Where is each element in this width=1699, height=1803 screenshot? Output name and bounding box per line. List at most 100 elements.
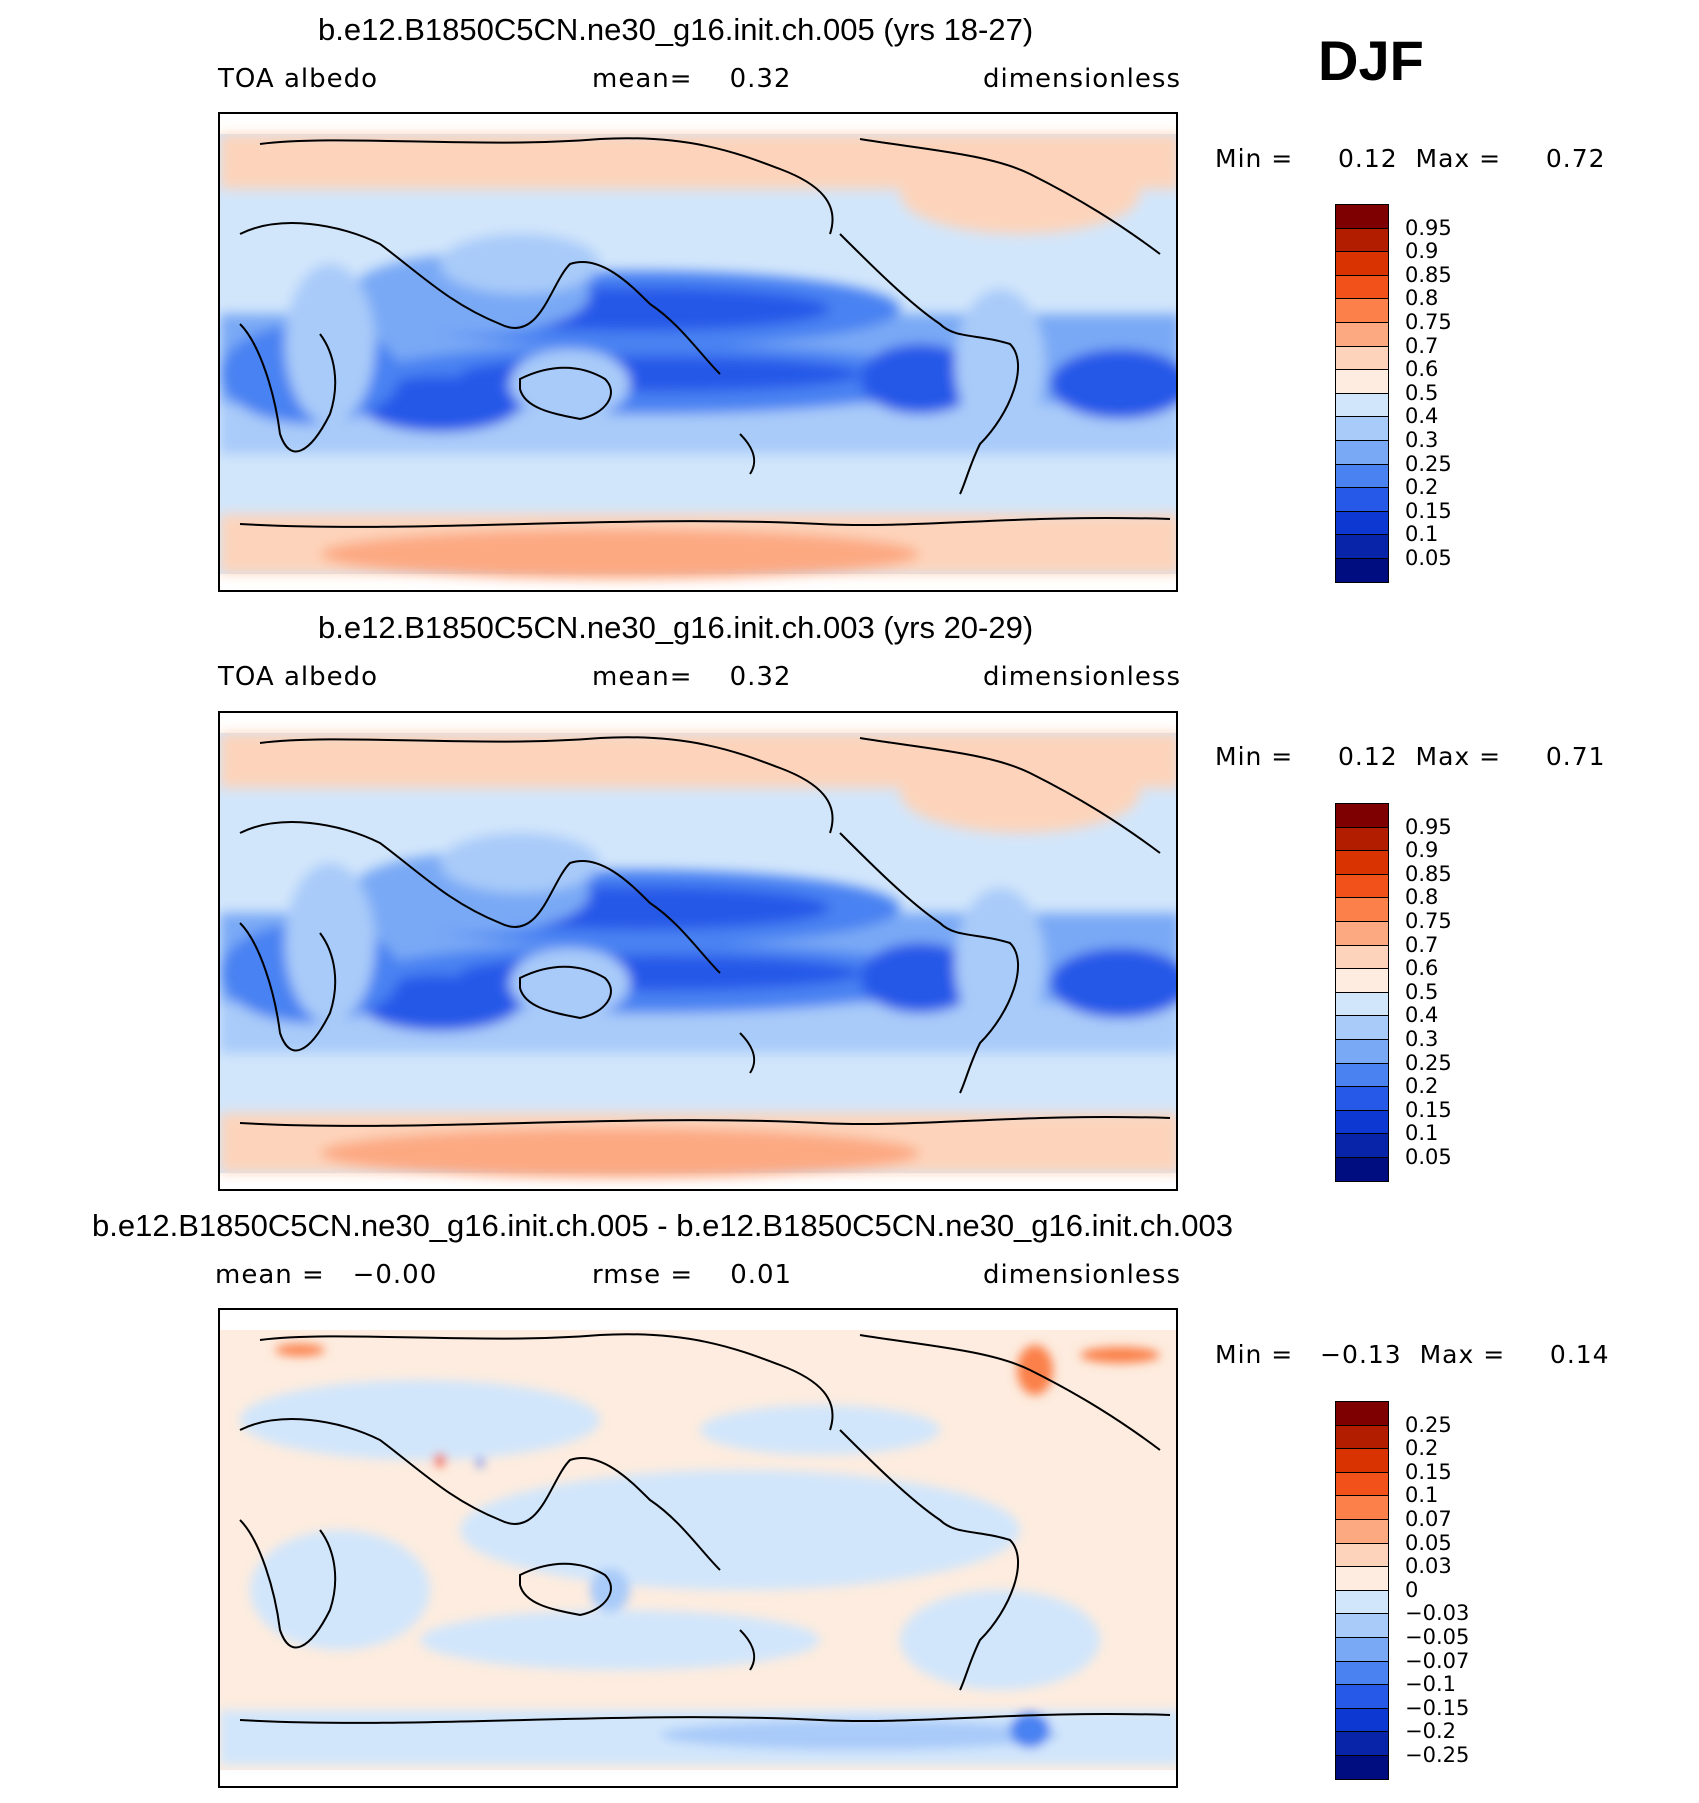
colorbar-tick-label: 0.15 — [1405, 1459, 1452, 1484]
colorbar-tick-label: −0.05 — [1405, 1625, 1470, 1649]
colorbar-tick-label: 0.4 — [1405, 404, 1439, 429]
panel2-variable-label: TOA albedo — [218, 662, 379, 692]
colorbar-tick-label: 0.7 — [1405, 932, 1439, 957]
colorbar-tick-label: 0.95 — [1405, 814, 1452, 839]
colorbar-tick-label: 0.1 — [1405, 1121, 1439, 1146]
panel2-units-label: dimensionless — [983, 662, 1181, 692]
colorbar-tick-label: 0.25 — [1405, 451, 1452, 476]
colorbar-swatch — [1335, 1039, 1389, 1064]
colorbar-tick-label: 0.6 — [1405, 357, 1439, 382]
colorbar-swatch — [1335, 1613, 1389, 1638]
panel3-map-svg — [220, 1310, 1176, 1786]
colorbar-tick-label: 0.05 — [1405, 1145, 1452, 1169]
colorbar-tick-label: 0.1 — [1405, 522, 1439, 547]
colorbar-tick-label: −0.15 — [1405, 1695, 1470, 1720]
season-label: DJF — [1318, 29, 1424, 92]
colorbar-swatch — [1335, 826, 1389, 852]
colorbar-tick-label: 0.85 — [1405, 861, 1452, 886]
colorbar-swatch — [1335, 968, 1389, 993]
colorbar-swatch — [1335, 803, 1389, 828]
colorbar-tick-label: 0.1 — [1405, 1483, 1439, 1508]
panel3-title: b.e12.B1850C5CN.ne30_g16.init.ch.005 - b… — [92, 1208, 1233, 1243]
colorbar-tick-label: 0.5 — [1405, 380, 1439, 405]
colorbar-swatch — [1335, 1684, 1389, 1709]
colorbar-swatch — [1335, 1542, 1389, 1568]
colorbar-swatch — [1335, 1401, 1389, 1426]
colorbar-swatch — [1335, 1589, 1389, 1615]
panel1-mean-label: mean= 0.32 — [592, 64, 792, 94]
colorbar-tick-label: 0.15 — [1405, 1097, 1452, 1122]
panel2-map-svg — [220, 713, 1176, 1189]
colorbar-tick-label: 0.3 — [1405, 1027, 1439, 1051]
colorbar-swatch — [1335, 274, 1389, 300]
colorbar-tick-label: 0.6 — [1405, 956, 1439, 981]
panel2-title: b.e12.B1850C5CN.ne30_g16.init.ch.003 (yr… — [318, 610, 1034, 645]
colorbar-tick-label: 0.3 — [1405, 428, 1439, 452]
colorbar-tick-label: 0.4 — [1405, 1003, 1439, 1028]
colorbar-tick-label: 0.2 — [1405, 1436, 1439, 1461]
colorbar-swatch — [1335, 510, 1389, 536]
colorbar-tick-label: −0.25 — [1405, 1743, 1470, 1767]
colorbar-tick-label: 0.75 — [1405, 310, 1452, 334]
colorbar-swatch — [1335, 1133, 1389, 1158]
colorbar-tick-label: 0.25 — [1405, 1412, 1452, 1437]
colorbar-tick-label: 0.07 — [1405, 1507, 1452, 1531]
colorbar-swatch — [1335, 227, 1389, 253]
colorbar-swatch — [1335, 991, 1389, 1017]
panel1-map — [218, 112, 1178, 592]
colorbar-tick-label: 0.8 — [1405, 885, 1439, 910]
colorbar-swatch — [1335, 1157, 1389, 1182]
colorbar-swatch — [1335, 416, 1389, 441]
panel3-map — [218, 1308, 1178, 1788]
colorbar-swatch — [1335, 1448, 1389, 1473]
colorbar-swatch — [1335, 897, 1389, 922]
colorbar-swatch — [1335, 558, 1389, 583]
panel1-variable-label: TOA albedo — [218, 64, 379, 94]
panel2-minmax: Min = 0.12 Max = 0.71 — [1215, 742, 1606, 771]
colorbar-swatch — [1335, 298, 1389, 323]
colorbar-swatch — [1335, 1637, 1389, 1662]
colorbar-swatch — [1335, 463, 1389, 489]
colorbar-tick-label: 0 — [1405, 1577, 1419, 1602]
panel1-map-svg — [220, 114, 1176, 590]
colorbar-swatch — [1335, 392, 1389, 418]
colorbar-tick-label: 0.03 — [1405, 1554, 1452, 1579]
colorbar-swatch — [1335, 1707, 1389, 1733]
colorbar-swatch — [1335, 345, 1389, 371]
colorbar-swatch — [1335, 534, 1389, 559]
colorbar-tick-label: −0.1 — [1405, 1672, 1456, 1697]
colorbar-swatch — [1335, 1471, 1389, 1497]
colorbar-swatch — [1335, 204, 1389, 229]
colorbar-swatch — [1335, 1660, 1389, 1686]
colorbar-tick-label: 0.2 — [1405, 1074, 1439, 1099]
panel3-mean-label: mean = −0.00 — [215, 1260, 438, 1290]
colorbar-swatch — [1335, 251, 1389, 276]
colorbar-tick-label: −0.07 — [1405, 1648, 1470, 1673]
colorbar-swatch — [1335, 944, 1389, 970]
panel1-title: b.e12.B1850C5CN.ne30_g16.init.ch.005 (yr… — [318, 12, 1034, 47]
panel3-rmse-label: rmse = 0.01 — [592, 1260, 793, 1290]
colorbar-tick-label: 0.05 — [1405, 546, 1452, 570]
colorbar-swatch — [1335, 487, 1389, 512]
colorbar-tick-label: 0.2 — [1405, 475, 1439, 500]
colorbar-tick-label: 0.85 — [1405, 262, 1452, 287]
colorbar-tick-label: 0.9 — [1405, 838, 1439, 863]
colorbar-swatch — [1335, 1731, 1389, 1756]
colorbar-swatch — [1335, 1566, 1389, 1591]
colorbar-swatch — [1335, 322, 1389, 347]
panel3-units-label: dimensionless — [983, 1260, 1181, 1290]
panel2-map — [218, 711, 1178, 1191]
colorbar-tick-label: 0.8 — [1405, 286, 1439, 311]
colorbar-swatch — [1335, 1519, 1389, 1544]
colorbar-tick-label: 0.75 — [1405, 909, 1452, 933]
colorbar-swatch — [1335, 1424, 1389, 1450]
panel1-units-label: dimensionless — [983, 64, 1181, 94]
colorbar-swatch — [1335, 1755, 1389, 1780]
colorbar-swatch — [1335, 1062, 1389, 1088]
panel2-mean-label: mean= 0.32 — [592, 662, 792, 692]
colorbar-swatch — [1335, 1015, 1389, 1040]
colorbar-swatch — [1335, 440, 1389, 465]
colorbar-tick-label: 0.95 — [1405, 215, 1452, 240]
colorbar-swatch — [1335, 1109, 1389, 1135]
colorbar-tick-label: 0.7 — [1405, 333, 1439, 358]
